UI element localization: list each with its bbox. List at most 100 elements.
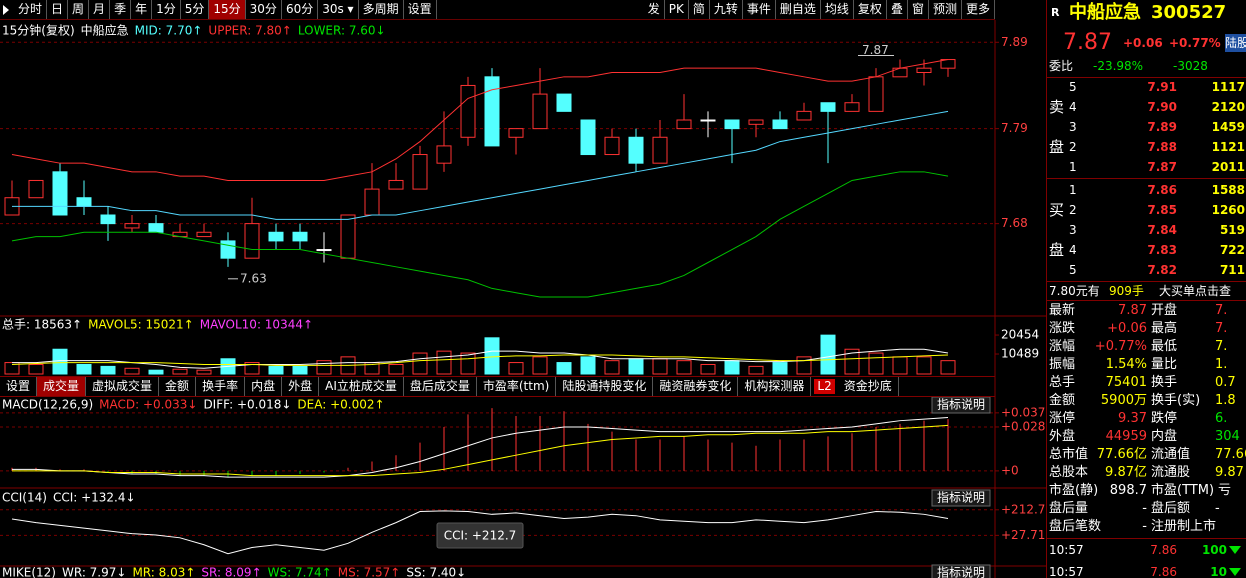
indicator-tab[interactable]: 资金抄底 [838,377,899,396]
book-price: 7.85 [1147,203,1177,217]
toolbar-button[interactable]: 月 [89,0,111,19]
level: 2 [1069,203,1077,217]
help-button[interactable]: 指标说明 [937,490,985,505]
indicator-tab[interactable]: 内盘 [245,377,283,396]
legend-item: DEA: +0.002↑ [297,398,384,412]
toolbar-button[interactable]: 多周期 [359,0,404,19]
stat-label: 总市值 [1049,447,1089,462]
volume-bar [460,352,476,375]
volume-bar [508,362,524,375]
indicator-tab[interactable]: AI立桩成交量 [319,377,404,396]
help-button[interactable]: 指标说明 [937,565,985,578]
candle-body [148,223,164,233]
toolbar-button[interactable]: 5分 [181,0,210,19]
indicator-tab[interactable]: 市盈率(ttm) [477,377,557,396]
toolbar-button[interactable]: 事件 [743,0,776,19]
indicator-tab[interactable]: 虚拟成交量 [86,377,160,396]
candle-body [868,76,884,112]
toolbar-button[interactable]: 15分 [209,0,246,19]
toolbar-button[interactable]: 30s ▾ [318,0,359,19]
toolbar-button[interactable]: 分时 [14,0,48,19]
book-side-label: 盘 [1049,138,1065,156]
toolbar-button[interactable]: 更多 [962,0,995,19]
indicator-tab[interactable]: 金额 [159,377,197,396]
toolbar-button[interactable]: 均线 [821,0,854,19]
stat-label: 外盘 [1049,429,1076,444]
indicator-tab[interactable]: 机构探测器 [738,377,812,396]
help-button[interactable]: 指标说明 [937,397,985,412]
volume-bar [820,334,836,375]
trade-volume: 10 [1210,565,1227,578]
candle-body [268,231,284,242]
stat-value: +0.77% [1094,339,1147,354]
toolbar-button[interactable]: 60分 [282,0,319,19]
quote-panel: R中船应急3005277.87+0.06+0.77%陆股委比-23.98%-30… [1046,0,1246,578]
candle-body [556,93,572,112]
volume-bar [844,348,860,375]
big-order-link[interactable]: 大买单点击查 [1159,284,1232,298]
volume-bar [484,337,500,375]
candle-body [196,231,212,238]
candle-body [124,223,140,229]
legend-item: CCI: +132.4↓ [53,491,136,505]
quote-row: 3 7.84 519 [1047,220,1246,240]
stat-label: 总手 [1049,375,1076,390]
stat-value: 44959 [1105,429,1147,444]
toolbar-button[interactable]: 年 [131,0,153,19]
series-line [11,354,949,366]
bid-ratio: -23.98% [1093,59,1144,73]
stat-label: 盘后额 [1151,501,1191,516]
last-price: 7.87 [1063,30,1112,55]
change-pct: +0.77% [1169,36,1221,50]
toolbar-button[interactable]: 预测 [929,0,962,19]
toolbar-button[interactable]: PK [665,0,689,19]
indicator-tab[interactable]: 陆股通持股变化 [556,377,654,396]
candle-body [484,76,500,147]
candle-body [28,179,44,199]
toolbar-button[interactable]: 简 [689,0,710,19]
volume-bar [148,369,164,375]
series-line [11,59,949,181]
stat-label: 盘后笔数 [1049,519,1102,534]
volume-bar [580,356,596,375]
candle-body [100,214,116,225]
indicator-tab[interactable]: 融资融券变化 [653,377,739,396]
candle-body [676,119,692,130]
stock-name: 中船应急 [81,23,129,38]
toolbar-button[interactable]: 季 [110,0,132,19]
candle-body [820,102,836,112]
toolbar-button[interactable]: 九转 [710,0,743,19]
toolbar-button[interactable]: 窗 [908,0,929,19]
candle-body [652,136,668,164]
toolbar-button[interactable]: 日 [47,0,69,19]
toolbar-button[interactable]: 删自选 [776,0,821,19]
stock-connect-button[interactable]: 陆股 [1225,34,1246,52]
book-price: 7.91 [1147,80,1177,94]
toolbar-button[interactable]: 复权 [854,0,887,19]
toolbar-button[interactable]: 30分 [246,0,282,19]
stat-value: - [1215,501,1220,516]
legend-item: MAVOL5: 15021↑ [88,318,194,332]
legend-item: MS: 7.57↑ [338,566,401,578]
toolbar-button[interactable]: 发 [644,0,665,19]
series-line [11,510,949,555]
indicator-tab[interactable]: 成交量 [37,377,87,396]
toolbar-button[interactable]: 周 [68,0,90,19]
stat-value: 9.87 [1215,465,1244,480]
book-volume: 711 [1219,263,1245,277]
toolbar-button[interactable]: 叠 [887,0,908,19]
volume-bar [892,356,908,375]
toolbar-button[interactable]: 1分 [152,0,181,19]
indicator-tab[interactable]: 设置 [0,377,38,396]
stat-value: 6. [1215,411,1228,426]
indicator-tab[interactable]: L2 [814,379,835,394]
toolbar-button[interactable]: 设置 [404,0,437,19]
indicator-tab[interactable]: 换手率 [196,377,246,396]
quote-row: 盘后笔数 - 注册制上市 [1047,518,1246,536]
indicator-tab[interactable]: 盘后成交量 [404,377,477,396]
quote-row: 5 7.82 711 [1047,260,1246,280]
book-price: 7.88 [1147,140,1177,154]
stat-value: 5900万 [1100,393,1147,408]
indicator-tab[interactable]: 外盘 [282,377,320,396]
book-volume: 1121 [1211,140,1245,154]
